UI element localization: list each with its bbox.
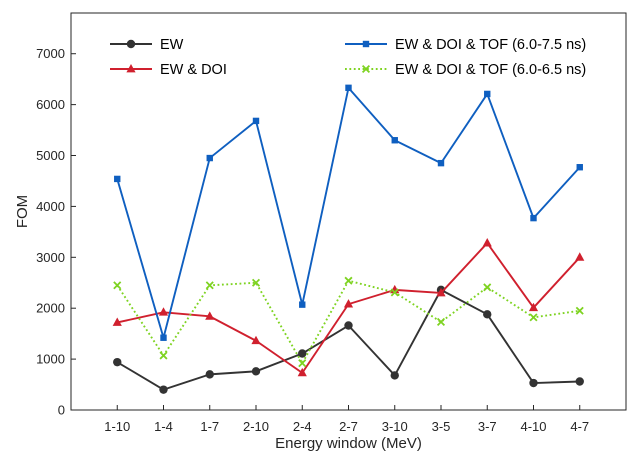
x-tick-label: 2-7 bbox=[339, 419, 358, 434]
data-point bbox=[343, 299, 354, 308]
data-point bbox=[529, 313, 538, 322]
data-point bbox=[299, 301, 306, 308]
x-axis: 1-10 1-4 1-7 2-10 2-4 2-7 3-10 3-5 3-7 4-10 4-7 bbox=[104, 405, 589, 434]
legend-label: EW & DOI & TOF (6.0-6.5 ns) bbox=[395, 62, 586, 78]
legend-item: EW bbox=[110, 37, 184, 53]
x-tick-label: 3-10 bbox=[382, 419, 408, 434]
series-3 bbox=[114, 84, 583, 341]
data-point bbox=[251, 367, 261, 376]
data-point bbox=[206, 154, 213, 162]
data-point bbox=[160, 334, 167, 341]
y-axis-label: FOM bbox=[14, 195, 31, 228]
x-tick-label: 3-7 bbox=[478, 419, 497, 434]
data-point bbox=[297, 367, 307, 377]
data-point bbox=[345, 84, 352, 92]
legend-label: EW & DOI & TOF (6.0-7.5 ns) bbox=[395, 37, 586, 53]
y-tick-label: 6000 bbox=[36, 97, 65, 112]
data-point bbox=[391, 137, 398, 144]
data-point bbox=[159, 385, 168, 394]
data-point bbox=[159, 351, 168, 360]
data-point bbox=[436, 317, 446, 326]
x-tick-label: 1-10 bbox=[104, 419, 130, 434]
series-1 bbox=[113, 285, 584, 394]
data-point bbox=[483, 283, 492, 292]
x-tick-label: 3-5 bbox=[432, 419, 451, 434]
data-point bbox=[298, 359, 307, 368]
data-point bbox=[158, 307, 169, 316]
data-point bbox=[437, 159, 445, 167]
x-tick-label: 4-7 bbox=[570, 419, 589, 434]
data-point bbox=[530, 214, 537, 222]
data-point bbox=[113, 281, 122, 290]
series-layer bbox=[112, 84, 585, 394]
legend-item: EW & DOI & TOF (6.0-6.5 ns) bbox=[345, 62, 586, 78]
data-point bbox=[482, 238, 492, 247]
data-point bbox=[483, 310, 492, 319]
legend-marker bbox=[361, 64, 371, 74]
data-point bbox=[484, 90, 491, 98]
x-tick-label: 2-4 bbox=[293, 419, 312, 434]
data-point bbox=[436, 287, 446, 297]
x-axis-label: Energy window (MeV) bbox=[275, 435, 422, 452]
data-point bbox=[529, 378, 538, 388]
data-point bbox=[205, 281, 214, 290]
x-tick-label: 4-10 bbox=[520, 419, 546, 434]
legend-marker bbox=[126, 64, 136, 73]
data-point bbox=[575, 306, 584, 315]
data-point bbox=[112, 317, 122, 326]
data-point bbox=[113, 357, 122, 367]
data-point bbox=[528, 302, 539, 312]
data-point bbox=[251, 278, 261, 287]
y-tick-label: 2000 bbox=[36, 301, 65, 316]
y-tick-label: 1000 bbox=[36, 352, 65, 367]
data-point bbox=[390, 371, 399, 380]
legend-label: EW bbox=[160, 37, 184, 53]
y-tick-label: 4000 bbox=[36, 199, 65, 214]
y-tick-label: 3000 bbox=[36, 250, 65, 265]
data-point bbox=[205, 370, 214, 379]
y-tick-label: 7000 bbox=[36, 46, 65, 61]
data-point bbox=[252, 117, 260, 125]
data-point bbox=[298, 349, 307, 358]
x-tick-label: 2-10 bbox=[243, 419, 269, 434]
legend: EW EW & DOI EW & DOI & TOF (6.0-7.5 ns) EW … bbox=[110, 37, 586, 78]
data-point bbox=[576, 164, 583, 171]
data-point bbox=[575, 252, 585, 261]
data-point bbox=[251, 335, 261, 345]
series-line bbox=[117, 242, 581, 374]
series-4 bbox=[113, 276, 584, 368]
data-point bbox=[344, 276, 353, 285]
legend-item: EW & DOI bbox=[110, 62, 227, 78]
y-tick-label: 0 bbox=[58, 403, 65, 418]
legend-label: EW & DOI bbox=[160, 62, 227, 78]
legend-item: EW & DOI & TOF (6.0-7.5 ns) bbox=[345, 37, 586, 53]
data-point bbox=[114, 175, 121, 183]
data-point bbox=[390, 288, 399, 297]
data-point bbox=[575, 377, 584, 386]
x-tick-label: 1-7 bbox=[200, 419, 219, 434]
y-tick-label: 5000 bbox=[36, 148, 65, 163]
series-2 bbox=[112, 238, 585, 377]
data-point bbox=[344, 321, 353, 330]
y-axis: 0 1000 2000 3000 4000 5000 6000 7000 bbox=[36, 46, 76, 418]
legend-marker bbox=[126, 39, 136, 49]
data-point bbox=[205, 311, 215, 320]
legend-marker bbox=[362, 40, 370, 48]
x-tick-label: 1-4 bbox=[154, 419, 173, 434]
